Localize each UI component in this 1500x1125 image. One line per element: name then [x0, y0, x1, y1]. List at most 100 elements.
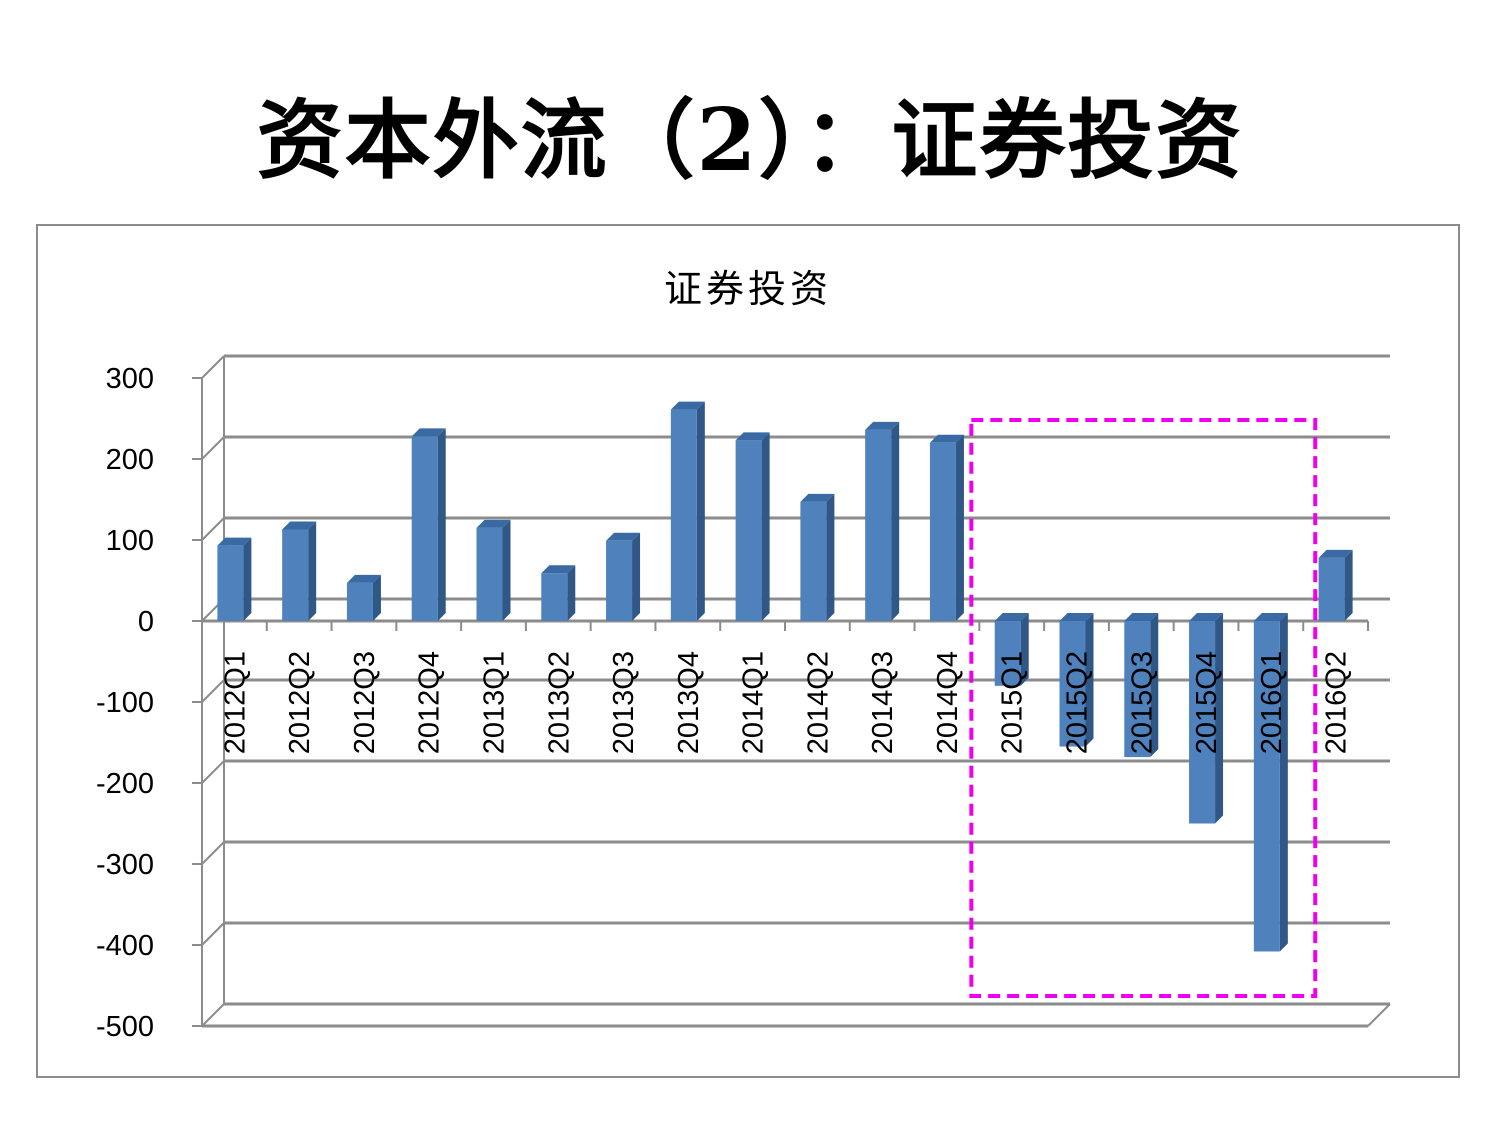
y-tick-label: 200 — [106, 444, 154, 476]
bar-side — [1085, 613, 1094, 747]
x-tick-label: 2015Q1 — [997, 651, 1029, 754]
gridline-depth — [201, 436, 225, 460]
floor-right-edge — [1367, 1003, 1391, 1027]
bar-front — [282, 529, 309, 621]
bars — [217, 401, 1353, 952]
x-tick-label: 2013Q1 — [479, 651, 511, 754]
bar-2015Q3 — [1124, 613, 1159, 758]
bar-side — [826, 493, 835, 621]
bar-side — [1279, 613, 1288, 952]
gridline-depth — [201, 760, 225, 784]
x-tick-label: 2012Q1 — [219, 651, 251, 754]
bar-side — [502, 519, 511, 621]
bar-front — [1318, 557, 1345, 621]
bar-front — [735, 440, 762, 621]
x-tick-label: 2015Q2 — [1062, 651, 1094, 754]
bar-front — [994, 621, 1021, 686]
bar-2013Q1 — [476, 519, 511, 621]
x-tick-label: 2016Q2 — [1321, 651, 1353, 754]
bar-2014Q1 — [735, 432, 770, 621]
y-tick-label: 100 — [106, 525, 154, 557]
bar-side — [955, 434, 964, 621]
bar-front — [1124, 621, 1151, 758]
x-tick-label: 2015Q3 — [1126, 651, 1158, 754]
x-tick-label: 2014Q1 — [738, 651, 770, 754]
bar-2012Q3 — [346, 574, 381, 621]
bar-side — [761, 432, 770, 621]
bar-front — [476, 527, 503, 621]
chart-frame: 证券投资 300 200 100 0 -100 -200 -300 -400 -500 2012… — [36, 224, 1460, 1078]
axes — [201, 356, 1369, 1026]
y-tick-label: 0 — [138, 606, 154, 638]
x-tick-label: 2015Q4 — [1191, 651, 1223, 754]
x-tick-label: 2013Q4 — [673, 651, 705, 754]
bar-2015Q2 — [1059, 613, 1094, 747]
bar-2014Q3 — [865, 421, 900, 621]
x-tick-label: 2012Q4 — [414, 651, 446, 754]
bar-side — [1215, 613, 1224, 824]
bar-top — [217, 537, 252, 546]
bar-2012Q1 — [217, 537, 252, 621]
bar-front — [411, 436, 438, 621]
y-tick-label: -400 — [96, 930, 154, 962]
y-tick-label: 300 — [106, 363, 154, 395]
bar-2014Q4 — [929, 434, 964, 621]
bar-2015Q1 — [994, 613, 1029, 686]
bar-front — [865, 429, 892, 621]
bar-front — [1189, 621, 1216, 824]
bar-front — [1253, 621, 1280, 952]
bar-2013Q2 — [541, 565, 576, 621]
gridline-depth — [201, 355, 225, 379]
x-tick-label: 2013Q2 — [543, 651, 575, 754]
bar-side — [437, 428, 446, 621]
x-tick-label: 2016Q1 — [1256, 651, 1288, 754]
gridline-depth — [201, 841, 225, 865]
bar-2014Q2 — [800, 493, 835, 621]
bar-top — [541, 565, 576, 574]
x-tick-label: 2013Q3 — [608, 651, 640, 754]
y-tick-label: -100 — [96, 687, 154, 719]
bar-front — [217, 545, 244, 621]
gridline-depth — [201, 922, 225, 946]
gridline-depth — [201, 679, 225, 703]
y-tick-label: -500 — [96, 1011, 154, 1043]
x-tick-label: 2014Q4 — [932, 651, 964, 754]
bar-side — [1344, 549, 1353, 621]
bar-top — [670, 401, 705, 410]
y-axis-ticks: 300 200 100 0 -100 -200 -300 -400 -500 — [96, 363, 202, 1043]
bar-2012Q2 — [282, 521, 317, 621]
bar-2012Q4 — [411, 428, 446, 621]
y-tick-label: -200 — [96, 768, 154, 800]
bar-front — [606, 540, 633, 621]
bar-side — [308, 521, 317, 621]
x-tick-label: 2012Q3 — [349, 651, 381, 754]
x-tick-label: 2014Q3 — [867, 651, 899, 754]
bar-top — [282, 521, 317, 530]
bar-top — [1059, 613, 1094, 621]
bar-side — [372, 574, 381, 621]
slide-title: 资本外流（2）：证券投资 — [256, 90, 1244, 191]
bar-top — [1318, 549, 1353, 558]
bar-2013Q4 — [670, 401, 705, 621]
bar-side — [1150, 613, 1159, 758]
gridline-depth — [201, 517, 225, 541]
bar-side — [632, 532, 641, 621]
bar-2016Q2 — [1318, 549, 1353, 621]
x-tick-label: 2014Q2 — [802, 651, 834, 754]
bar-side — [243, 537, 252, 621]
bar-top — [606, 532, 641, 541]
highlight-box — [969, 418, 1318, 998]
highlight-dashed-box — [969, 418, 1318, 998]
bar-top — [411, 428, 446, 437]
bar-front — [1059, 621, 1086, 747]
bar-top — [994, 613, 1029, 621]
gridline-depth — [201, 1003, 225, 1027]
bar-top — [476, 519, 511, 528]
category-labels: 2012Q1 2012Q2 2012Q3 2012Q4 2013Q1 2013Q2 2013… — [219, 651, 1352, 754]
y-tick-label: -300 — [96, 849, 154, 881]
bar-side — [1020, 613, 1029, 686]
bar-2016Q1 — [1253, 613, 1288, 952]
bar-chart: 证券投资 300 200 100 0 -100 -200 -300 -400 -500 2012… — [96, 267, 1391, 1043]
bar-front — [800, 501, 827, 621]
bar-front — [541, 573, 568, 621]
